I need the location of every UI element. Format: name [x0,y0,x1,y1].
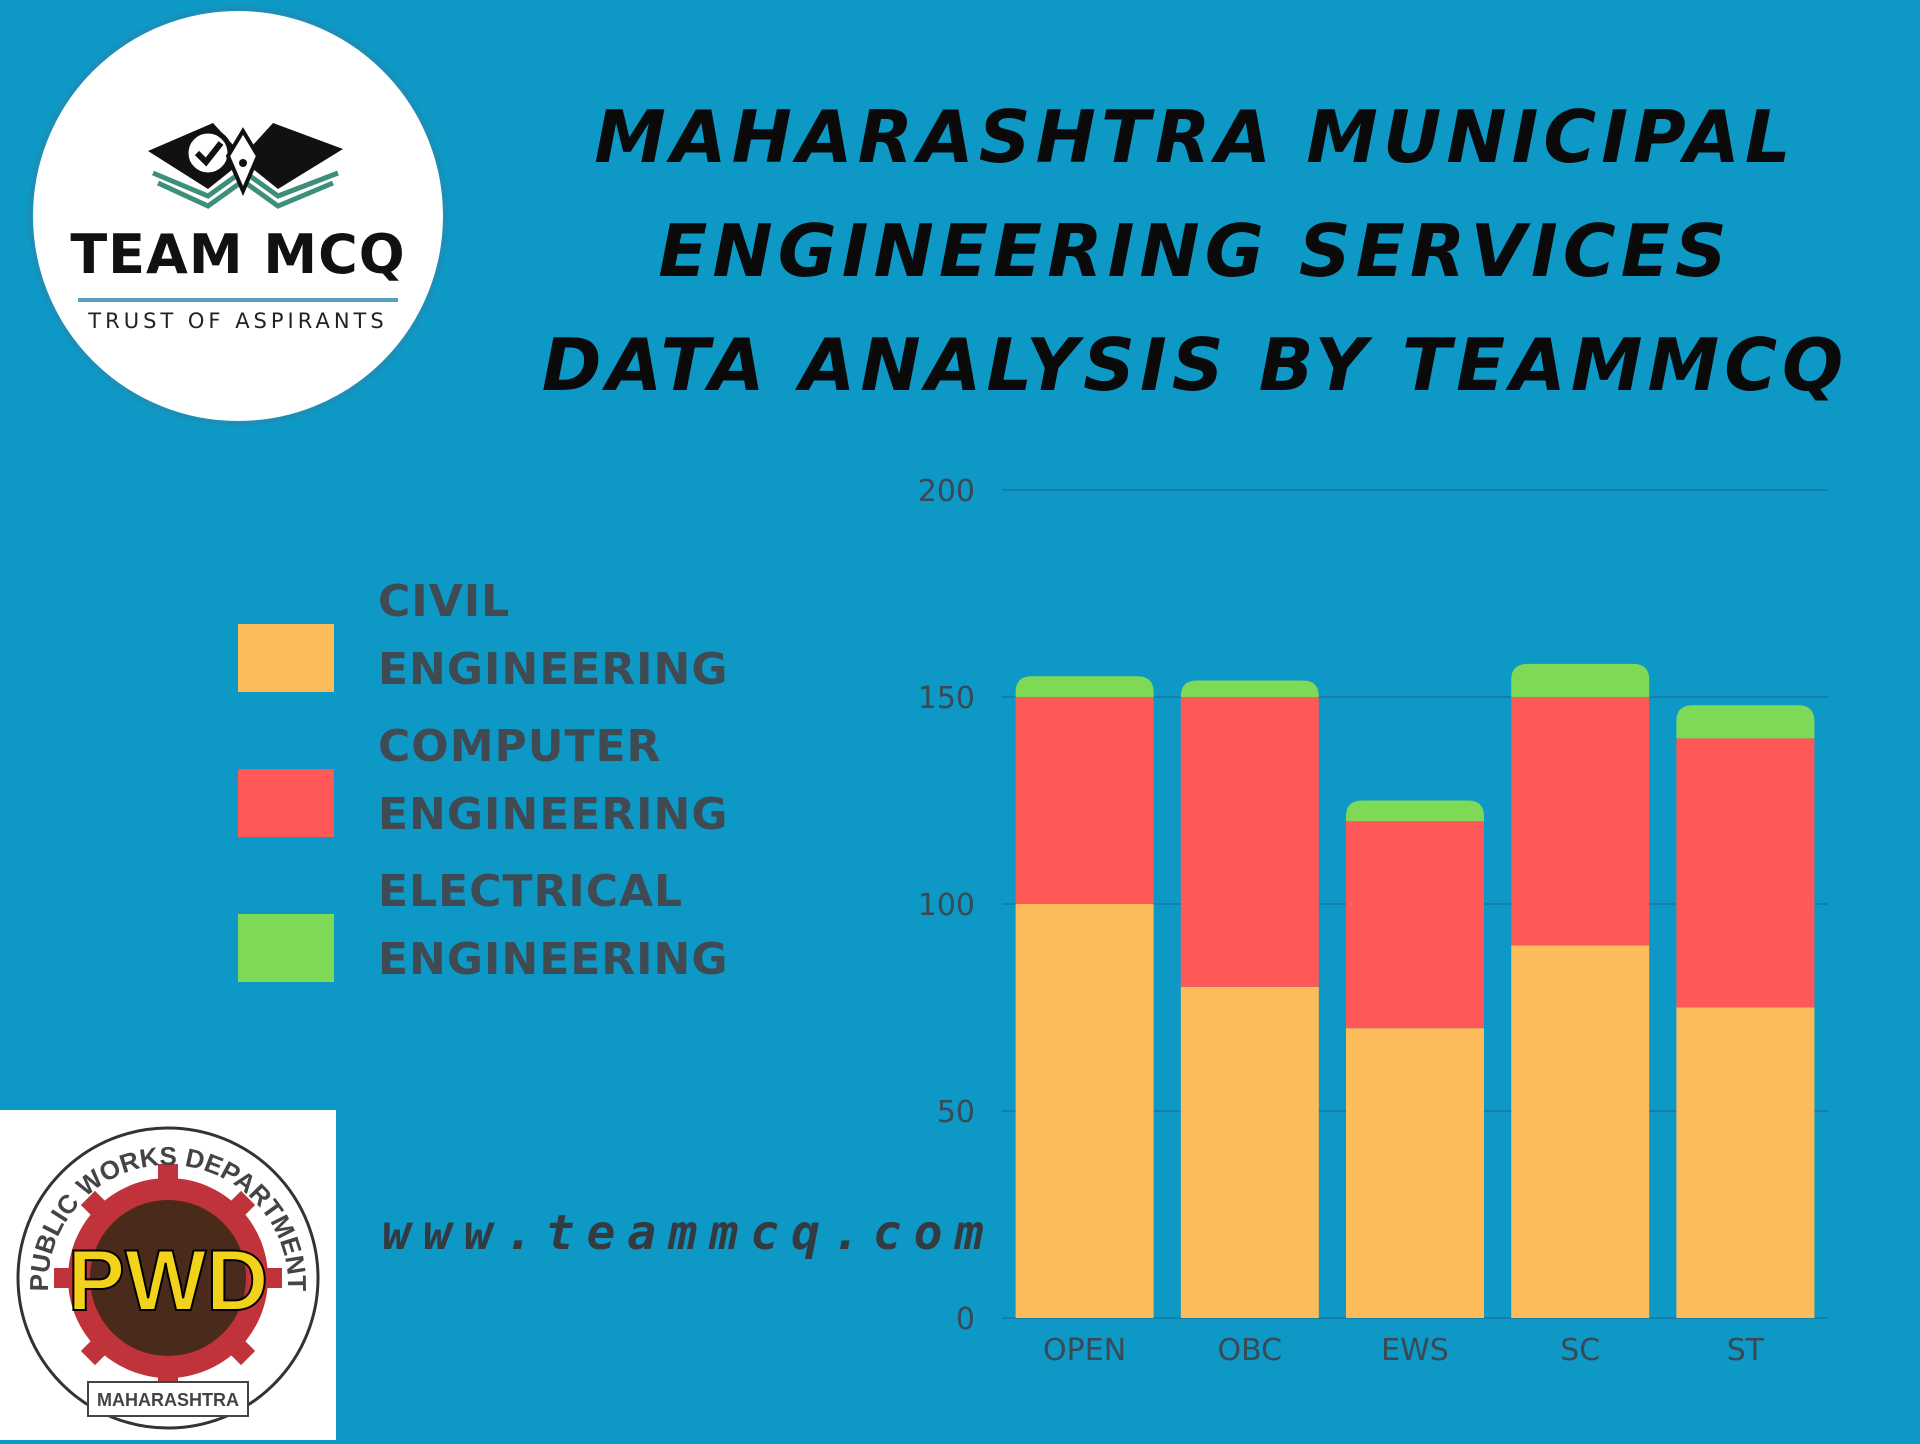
legend-label-line: ELECTRICAL [378,866,684,917]
bar-segment-open-2 [1015,676,1154,697]
logo-underline [78,298,398,302]
bar-segment-sc-2 [1511,663,1650,697]
y-tick-label: 0 [956,1302,975,1337]
title-line-3: DATA ANALYSIS BY TEAMMCQ [541,323,1849,407]
legend-label-line: ENGINEERING [378,934,729,985]
bar-segment-sc-1 [1511,697,1650,946]
x-tick-label: SC [1560,1333,1600,1368]
team-mcq-logo: TEAM MCQ TRUST OF ASPIRANTS [28,6,448,426]
bar-segment-obc-2 [1180,680,1319,697]
legend-swatch-computer [238,769,334,837]
y-tick-label: 200 [918,474,975,509]
bars [1015,663,1815,1318]
x-tick-label: OBC [1217,1333,1282,1368]
pwd-emblem: PWD PUBLIC WORKS DEPARTMENT MAHARASHTRA [16,1126,320,1430]
bar-segment-obc-0 [1180,986,1319,1318]
legend-label-line: CIVIL [378,576,511,627]
pwd-banner-text: MAHARASHTRA [97,1390,239,1410]
bar-segment-ews-1 [1346,821,1484,1029]
legend-swatch-civil [238,624,334,692]
bar-segment-st-1 [1676,738,1815,1008]
pwd-logo: PWD PUBLIC WORKS DEPARTMENT MAHARASHTRA [0,1110,336,1440]
bar-segment-ews-2 [1346,800,1484,822]
x-tick-label: EWS [1381,1333,1449,1368]
legend-swatch-electrical [238,914,334,982]
legend-label-line: COMPUTER [378,721,662,772]
bar-segment-sc-0 [1511,945,1650,1318]
x-tick-label: OPEN [1043,1333,1126,1368]
bar-segment-ews-0 [1346,1028,1484,1318]
bar-segment-st-0 [1676,1007,1815,1318]
bar-segment-obc-1 [1180,697,1319,987]
y-tick-label: 150 [918,681,975,716]
legend-label-line: ENGINEERING [378,644,729,695]
page-title: MAHARASHTRA MUNICIPAL ENGINEERING SERVIC… [520,80,1870,422]
legend-label-line: ENGINEERING [378,789,729,840]
title-line-1: MAHARASHTRA MUNICIPAL [594,95,1796,179]
legend-label-electrical: ELECTRICAL ENGINEERING [378,858,729,994]
y-axis-ticks: 0 50 100 150 200 [918,474,975,1337]
logo-inner-ring [47,25,429,407]
pwd-center-text: PWD [68,1233,269,1329]
bar-segment-st-2 [1676,705,1815,739]
bar-segment-open-0 [1015,904,1154,1318]
legend-label-civil: CIVIL ENGINEERING [378,568,729,704]
book-pen-icon [148,123,343,209]
x-tick-label: ST [1727,1333,1765,1368]
bar-segment-open-1 [1015,697,1154,904]
website-url[interactable]: www.teammcq.com [382,1205,996,1261]
legend-label-computer: COMPUTER ENGINEERING [378,713,729,849]
y-tick-label: 50 [937,1095,975,1130]
logo-tagline: TRUST OF ASPIRANTS [88,309,388,333]
title-line-2: ENGINEERING SERVICES [658,209,1732,293]
logo-name: TEAM MCQ [70,223,406,286]
y-tick-label: 100 [918,888,975,923]
x-axis-ticks: OPEN OBC EWS SC ST [1043,1333,1765,1368]
